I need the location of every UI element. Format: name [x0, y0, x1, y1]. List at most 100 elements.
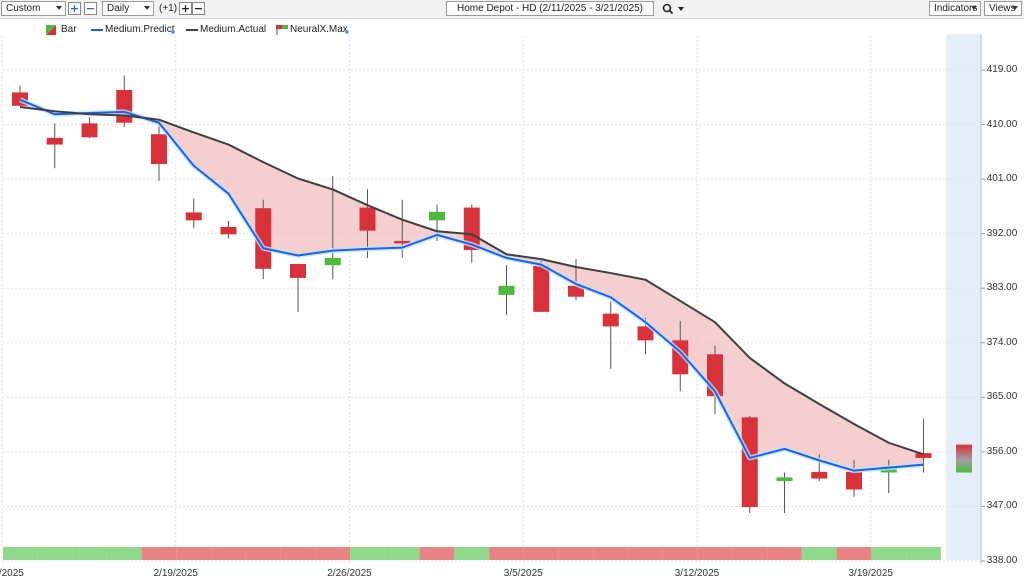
candle-body [429, 211, 445, 221]
candle-body [81, 123, 98, 138]
neuralx-strip-cell [593, 547, 629, 560]
neuralx-strip-cell [350, 547, 385, 560]
chart-title: Home Depot - HD (2/11/2025 - 3/21/2025) [456, 3, 644, 14]
candle-body [811, 471, 828, 479]
candle-body [324, 257, 341, 266]
legend-predict[interactable]: Medium.Predict [105, 24, 175, 35]
candle-body [637, 326, 654, 341]
candle-body [46, 137, 63, 145]
magnifier-icon [662, 3, 674, 15]
neuralx-strip-cell [801, 547, 837, 560]
candle-body [846, 471, 862, 490]
interval-select[interactable]: Daily [102, 1, 154, 16]
neuralx-strip-cell [315, 547, 351, 560]
neuralx-strip-cell [523, 547, 559, 560]
neuralx-strip-cell [558, 547, 594, 560]
zoom-out-button[interactable]: − [84, 2, 97, 15]
neuralx-strip-cell [384, 547, 420, 560]
forecast-zone [946, 34, 981, 560]
legend-bar[interactable]: Bar [61, 24, 77, 35]
forecast-candle [956, 444, 972, 473]
range-select[interactable]: Custom [1, 1, 66, 16]
neuralx-strip-cell [37, 547, 73, 560]
neuralx-settings-icon[interactable] [345, 30, 349, 34]
predict-settings-icon[interactable] [171, 30, 175, 34]
neuralx-strip-cell [767, 547, 802, 560]
views-label: Views [989, 3, 1016, 14]
y-tick-label: 356.00 [986, 445, 1018, 457]
spread-fill [20, 99, 924, 471]
candle-body [255, 208, 272, 269]
candle-body [776, 477, 793, 481]
x-tick-label: 3/5/2025 [503, 568, 543, 579]
candle-body [741, 417, 758, 508]
neuralx-strip-cell [419, 547, 455, 560]
legend-neuralx[interactable]: NeuralX.Max [290, 24, 348, 35]
x-tick-label: 3/12/2025 [674, 568, 720, 579]
minus-icon: − [85, 2, 96, 15]
neuralx-strip-cell [106, 547, 142, 560]
bar-legend-icon [46, 25, 56, 35]
neuralx-strip-cell [176, 547, 212, 560]
zoom-in-button[interactable]: + [68, 2, 81, 15]
neuralx-strip-cell [454, 547, 490, 560]
offset-label: (+1) [159, 3, 178, 14]
candle-body [568, 285, 584, 297]
interval-caret-icon [144, 6, 150, 10]
neuralx-strip-cell [628, 547, 663, 560]
y-tick-label: 338.00 [986, 555, 1018, 566]
candle-body [220, 226, 237, 235]
candle-body [463, 207, 480, 251]
x-tick-label: 3/19/2025 [848, 568, 894, 579]
candle-body [185, 212, 202, 221]
neuralx-strip-cell [871, 547, 907, 560]
neuralx-strip-cell [3, 547, 38, 560]
candle-body [602, 313, 619, 327]
candle-body [498, 285, 515, 295]
x-tick-label: 2/19/2025 [153, 568, 199, 579]
y-tick-label: 401.00 [986, 173, 1018, 185]
candle-body [290, 263, 306, 278]
candle-body [533, 265, 550, 312]
minus-icon: − [193, 2, 204, 15]
neuralx-strip-cell [141, 547, 177, 560]
y-tick-label: 365.00 [986, 391, 1018, 403]
plus-icon: + [69, 2, 80, 15]
x-tick-label: 2/26/2025 [327, 568, 372, 579]
caret-down-icon [678, 7, 684, 11]
neuralx-strip-cell [906, 547, 941, 560]
neuralx-strip-cell [836, 547, 872, 560]
indicators-caret-icon [971, 6, 977, 10]
y-tick-label: 419.00 [986, 64, 1018, 75]
plus-icon: + [180, 2, 191, 15]
search-button[interactable] [662, 3, 686, 15]
neuralx-strip-cell [489, 547, 524, 560]
legend-actual[interactable]: Medium.Actual [200, 24, 267, 35]
predict-legend-icon [91, 29, 103, 31]
interval-select-value: Daily [107, 3, 130, 14]
neuralx-strip-cell [72, 547, 107, 560]
y-tick-label: 374.00 [986, 336, 1018, 348]
candle-body [151, 134, 167, 164]
views-caret-icon [1012, 6, 1018, 10]
indicators-button[interactable]: Indicators [929, 1, 981, 16]
candle-body [359, 207, 376, 231]
symbol-title-field[interactable]: Home Depot - HD (2/11/2025 - 3/21/2025) [446, 1, 654, 16]
predict-line [19, 98, 924, 472]
actual-line [19, 105, 924, 456]
offset-remove-button[interactable]: − [192, 2, 205, 15]
neuralx-strip-cell [697, 547, 733, 560]
neuralx-strip-cell [732, 547, 768, 560]
offset-add-button[interactable]: + [179, 2, 192, 15]
neuralx-strip-cell [662, 547, 698, 560]
toolbar: Custom + − Daily (+1) + − Home Depot - H… [0, 0, 1024, 19]
neuralx-strip-cell [245, 547, 281, 560]
views-button[interactable]: Views [984, 1, 1022, 16]
x-tick-label: 2/11/2025 [0, 568, 24, 579]
neuralx-legend-icon [276, 25, 288, 35]
actual-legend-icon [186, 29, 198, 31]
candle-body [116, 90, 133, 123]
y-tick-label: 392.00 [986, 227, 1018, 239]
range-select-value: Custom [6, 3, 41, 14]
